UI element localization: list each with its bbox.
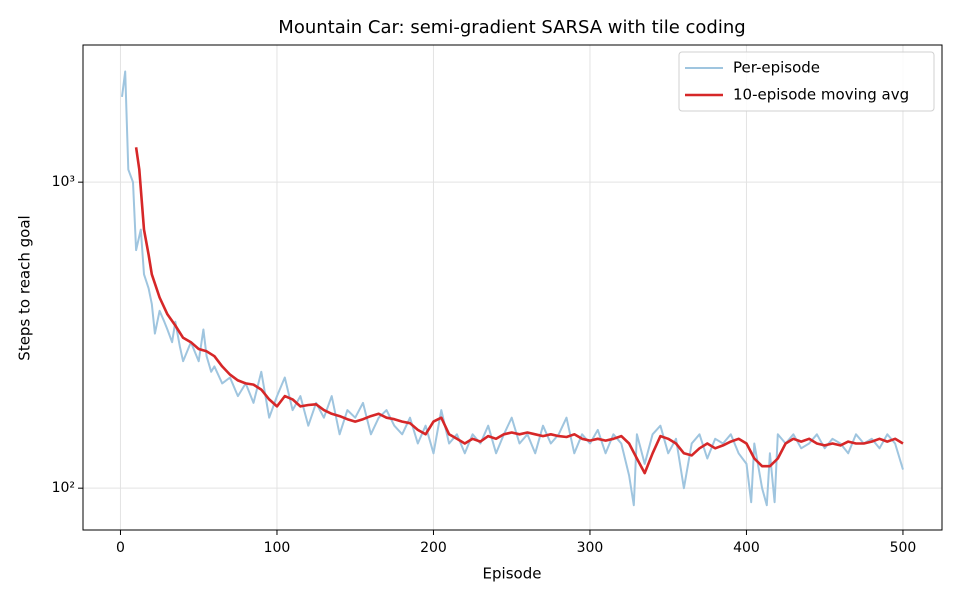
data-line <box>121 70 904 507</box>
data-line <box>134 147 904 475</box>
x-tick-label: 100 <box>264 540 291 556</box>
legend-box <box>678 51 935 112</box>
legend-label: Per-episode <box>733 59 820 77</box>
y-tick-label: 10² <box>52 480 75 496</box>
x-tick-label: 400 <box>733 540 760 556</box>
x-tick-label: 200 <box>420 540 447 556</box>
x-tick-label: 300 <box>577 540 604 556</box>
x-tick-label: 500 <box>890 540 917 556</box>
x-tick-label: 0 <box>116 540 125 556</box>
y-tick-label: 10³ <box>52 174 75 190</box>
legend-label: 10-episode moving avg <box>733 86 909 104</box>
plot-frame <box>82 44 943 531</box>
chart-title: Mountain Car: semi-gradient SARSA with t… <box>278 17 745 38</box>
x-axis-label: Episode <box>483 565 542 583</box>
y-axis-label: Steps to reach goal <box>16 215 34 360</box>
